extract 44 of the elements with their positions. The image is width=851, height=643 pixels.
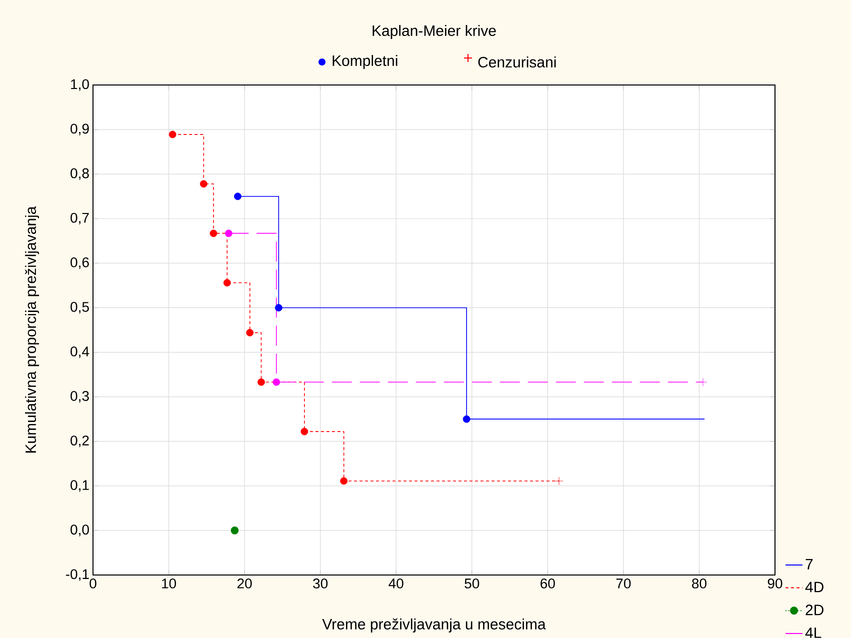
x-tick-label: 90 bbox=[768, 578, 782, 588]
legend-label: Cenzurisani bbox=[478, 56, 556, 68]
y-tick-label: 0,1 bbox=[70, 480, 89, 492]
point bbox=[300, 428, 308, 436]
point bbox=[246, 328, 254, 336]
x-tick-label: 80 bbox=[692, 578, 706, 588]
y-tick-label: 0,7 bbox=[70, 212, 89, 224]
point bbox=[462, 415, 470, 423]
legend-label: 2D bbox=[806, 604, 824, 615]
y-tick-label: 0,8 bbox=[70, 168, 89, 180]
y-tick-label: 0,4 bbox=[70, 346, 90, 358]
x-tick-label: 40 bbox=[388, 578, 404, 588]
y-tick-label: 0,0 bbox=[70, 524, 89, 536]
y-tick-label: 0,2 bbox=[70, 435, 89, 447]
y-axis-title: Kumulativna proporcija preživljavanja bbox=[24, 206, 40, 452]
x-tick-label: 70 bbox=[616, 578, 631, 588]
x-tick-label: 50 bbox=[464, 578, 480, 588]
chart-title: Kaplan-Meier krive bbox=[372, 24, 496, 39]
x-axis-title: Vreme preživljavanja u mesecima bbox=[322, 618, 546, 632]
y-tick-label: 0,9 bbox=[70, 124, 89, 136]
x-tick-label: 10 bbox=[162, 578, 176, 588]
point bbox=[210, 229, 218, 237]
legend-label: Kompletni bbox=[332, 54, 398, 69]
point bbox=[168, 130, 176, 138]
legend-label: 7 bbox=[806, 558, 813, 570]
point bbox=[258, 378, 265, 386]
x-tick-label: 0 bbox=[90, 578, 96, 588]
point bbox=[234, 192, 242, 200]
x-tick-label: 60 bbox=[540, 578, 555, 588]
x-tick-label: 30 bbox=[313, 578, 328, 588]
y-tick-label: 0,3 bbox=[70, 390, 89, 402]
point bbox=[230, 526, 239, 534]
y-tick-label: 0,5 bbox=[70, 302, 89, 314]
point bbox=[223, 278, 231, 286]
y-tick-label: -0,1 bbox=[66, 569, 89, 581]
x-tick-label: 20 bbox=[237, 578, 252, 588]
y-tick-label: 1,0 bbox=[71, 79, 89, 91]
point bbox=[200, 180, 208, 188]
legend-label: 4D bbox=[805, 582, 824, 592]
legend-label: 4L bbox=[805, 627, 822, 638]
point bbox=[274, 304, 282, 312]
y-tick-label: 0,6 bbox=[70, 257, 89, 269]
point bbox=[340, 477, 348, 485]
point bbox=[698, 378, 708, 386]
